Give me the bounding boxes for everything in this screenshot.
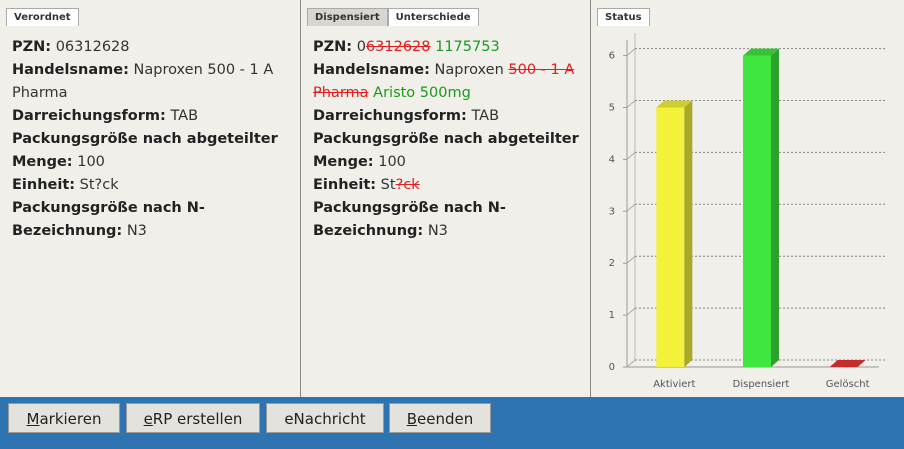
button[interactable]: eNachricht [266, 403, 384, 433]
field: Darreichungsform: TAB [313, 105, 586, 128]
field: Packungsgröße nach abgeteilter Menge: 10… [313, 128, 586, 174]
field-label: Packungsgröße nach N-Bezeichnung: [12, 200, 205, 239]
field-value: 100 [77, 154, 105, 170]
unterschiede-details: PZN: 06312628 1175753 Handelsname: Naprox… [313, 36, 586, 243]
y-tick-label: 4 [609, 154, 615, 165]
diff-same: TAB [471, 108, 500, 124]
field-label: Einheit: [12, 177, 76, 193]
tab[interactable]: Dispensiert [307, 8, 388, 26]
field-value: N3 [126, 223, 147, 239]
y-tick-label: 3 [609, 206, 615, 217]
diff-ins: Aristo 500mg [373, 85, 471, 101]
grid-line [626, 203, 636, 212]
field-value: TAB [170, 108, 199, 124]
field-label: Handelsname: [313, 62, 430, 78]
field: Handelsname: Naproxen 500 - 1 A Pharma A… [313, 59, 586, 105]
button[interactable]: Markieren [8, 403, 120, 433]
bar-top [743, 48, 779, 56]
tab[interactable]: Status [597, 8, 650, 26]
verordnet-panel: Verordnet PZN: 06312628 Handelsname: Napr… [0, 0, 301, 397]
field: PZN: 06312628 1175753 [313, 36, 586, 59]
diff-same: N3 [427, 223, 448, 239]
field: Darreichungsform: TAB [12, 105, 296, 128]
bar-top [829, 360, 866, 367]
y-tick-label: 6 [609, 51, 615, 62]
y-tick-label: 1 [609, 310, 615, 321]
grid-line [626, 359, 636, 368]
diff-same: 0 [356, 39, 366, 55]
diff-same: Naproxen [434, 62, 504, 78]
diff-ins: 1175753 [435, 39, 500, 55]
field: Packungsgröße nach N-Bezeichnung: N3 [12, 197, 296, 243]
tab[interactable]: Verordnet [6, 8, 79, 26]
unterschiede-panel: Dispensiert Unterschiede PZN: 06312628 11… [301, 0, 591, 397]
field-label: Packungsgröße nach abgeteilter Menge: [313, 131, 579, 170]
field-value: St?ck [79, 177, 119, 193]
verordnet-details: PZN: 06312628 Handelsname: Naproxen 500 -… [12, 36, 296, 243]
grid-line [626, 48, 636, 56]
diff-same: 100 [378, 154, 406, 170]
field-label: Packungsgröße nach N-Bezeichnung: [313, 200, 506, 239]
bar-top [656, 100, 693, 108]
tab[interactable]: Unterschiede [387, 8, 479, 26]
status-chart: 0 1 2 3 4 5 6 Aktiviert Dispensiert Gelöscht [609, 33, 887, 390]
bar-side [771, 48, 779, 367]
bar [656, 107, 685, 367]
field: Packungsgröße nach abgeteilter Menge: 10… [12, 128, 296, 174]
bar-side [684, 100, 693, 367]
button[interactable]: Beenden [389, 403, 491, 433]
field-value: 06312628 [55, 39, 130, 55]
y-tick-label: 5 [609, 102, 615, 113]
y-tick-label: 0 [609, 362, 615, 373]
status-panel: Status 0 1 2 3 4 5 6 Aktiviert Dispensiert Gelösc… [591, 0, 904, 397]
field-label: Darreichungsform: [313, 108, 467, 124]
field-label: Einheit: [313, 177, 377, 193]
field: Packungsgröße nach N-Bezeichnung: N3 [313, 197, 586, 243]
field: Handelsname: Naproxen 500 - 1 A Pharma [12, 59, 296, 105]
field-label: PZN: [313, 39, 353, 55]
diff-same: St [380, 177, 396, 193]
diff-del: 500 - 1 A Pharma [313, 62, 575, 101]
grid-line [626, 307, 636, 316]
field-label: PZN: [12, 39, 52, 55]
x-tick-label: Dispensiert [733, 379, 790, 390]
diff-del: ?ck [395, 177, 420, 193]
button[interactable]: eRP erstellen [126, 403, 260, 433]
x-tick-label: Gelöscht [826, 379, 870, 390]
field-label: Handelsname: [12, 62, 129, 78]
field-label: Packungsgröße nach abgeteilter Menge: [12, 131, 278, 170]
grid-line [626, 152, 636, 160]
grid-line [626, 255, 636, 264]
field: PZN: 06312628 [12, 36, 296, 59]
field-label: Darreichungsform: [12, 108, 166, 124]
y-tick-label: 2 [609, 258, 615, 269]
diff-del: 6312628 [365, 39, 431, 55]
field-value: Naproxen 500 - 1 A Pharma [12, 62, 274, 101]
field: Einheit: St?ck [12, 174, 296, 197]
x-tick-label: Aktiviert [653, 379, 695, 390]
bar [743, 55, 771, 367]
grid-line [626, 100, 636, 108]
field: Einheit: St?ck [313, 174, 586, 197]
button-bar: Markieren eRP erstellen eNachricht Beenden [0, 397, 904, 449]
